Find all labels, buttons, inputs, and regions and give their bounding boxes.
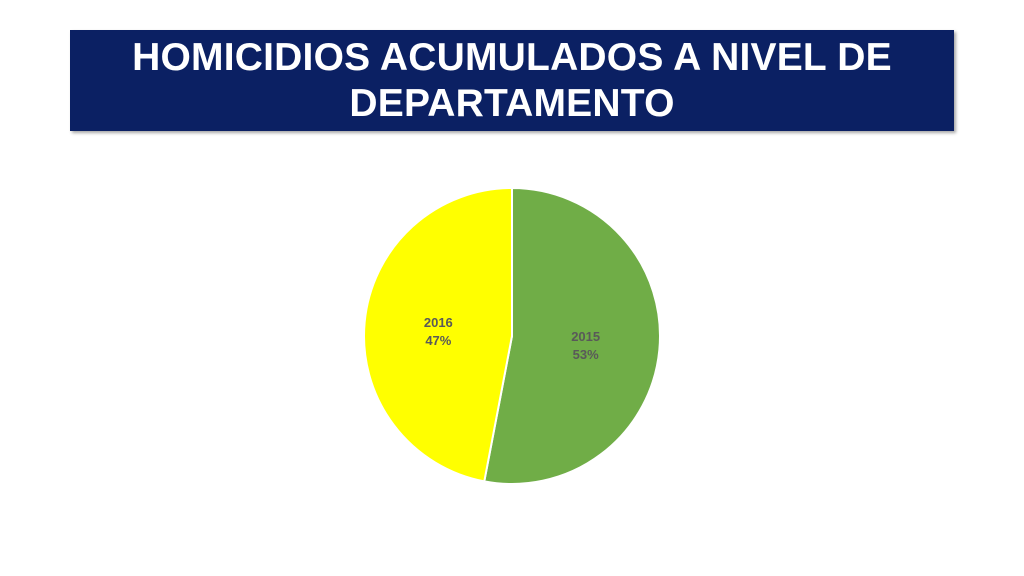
slide-title: HOMICIDIOS ACUMULADOS A NIVEL DE DEPARTA… [132,35,892,125]
data-label-percent-2015: 53% [573,347,599,362]
pie-slice-2016 [363,186,513,483]
title-banner: HOMICIDIOS ACUMULADOS A NIVEL DE DEPARTA… [70,30,954,131]
data-label-category-2015: 2015 [571,329,600,344]
data-label-category-2016: 2016 [424,315,453,330]
data-label-percent-2016: 47% [425,333,451,348]
pie-slice-2015 [483,186,661,485]
